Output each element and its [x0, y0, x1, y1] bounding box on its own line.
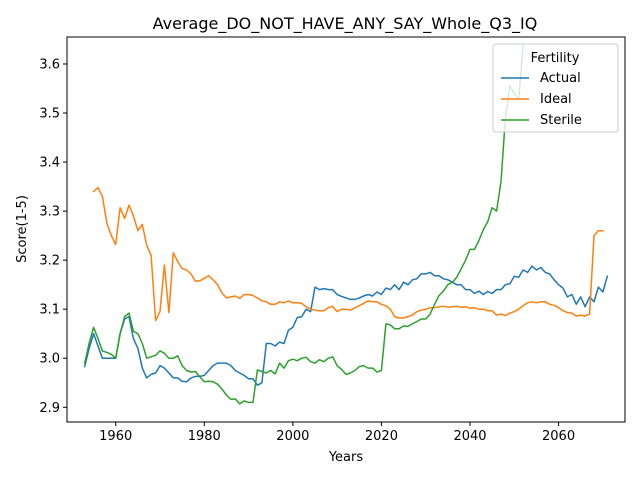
x-tick-label: 2040 [453, 429, 486, 444]
y-tick-label: 3.4 [39, 156, 60, 171]
series-layer [83, 44, 609, 405]
y-tick-label: 3.5 [39, 107, 60, 122]
legend-label-ideal: Ideal [540, 92, 572, 107]
legend-frame [492, 43, 619, 133]
x-tick-label: 2020 [365, 429, 398, 444]
legend-label-sterile: Sterile [540, 113, 582, 128]
chart-title: Average_DO_NOT_HAVE_ANY_SAY_Whole_Q3_IQ [153, 14, 538, 34]
series-line-sterile [83, 44, 524, 405]
legend-title: Fertility [531, 51, 580, 66]
y-tick-label: 3.6 [39, 57, 60, 72]
x-axis-ticks: 1960 1980 2000 2020 2040 2060 [99, 422, 575, 444]
y-tick-label: 3.1 [39, 303, 60, 318]
y-axis-label: Score(1-5) [15, 195, 30, 263]
legend-label-actual: Actual [540, 71, 581, 86]
y-tick-label: 3.2 [39, 254, 60, 269]
series-line-ideal [92, 186, 604, 322]
legend: Fertility Actual Ideal Sterile [492, 43, 619, 133]
y-tick-label: 3.3 [39, 205, 60, 220]
x-tick-label: 1980 [188, 429, 221, 444]
y-tick-label: 2.9 [39, 401, 60, 416]
x-tick-label: 1960 [99, 429, 132, 444]
y-tick-label: 3.0 [39, 352, 60, 367]
y-axis-ticks: 2.9 3.0 3.1 3.2 3.3 3.4 3.5 3.6 [39, 57, 67, 416]
plot-frame [66, 36, 626, 423]
x-axis-label: Years [328, 450, 364, 465]
x-tick-label: 2060 [542, 429, 575, 444]
series-line-actual [83, 265, 609, 386]
x-tick-label: 2000 [276, 429, 309, 444]
legend-items: Actual Ideal Sterile [501, 71, 582, 128]
